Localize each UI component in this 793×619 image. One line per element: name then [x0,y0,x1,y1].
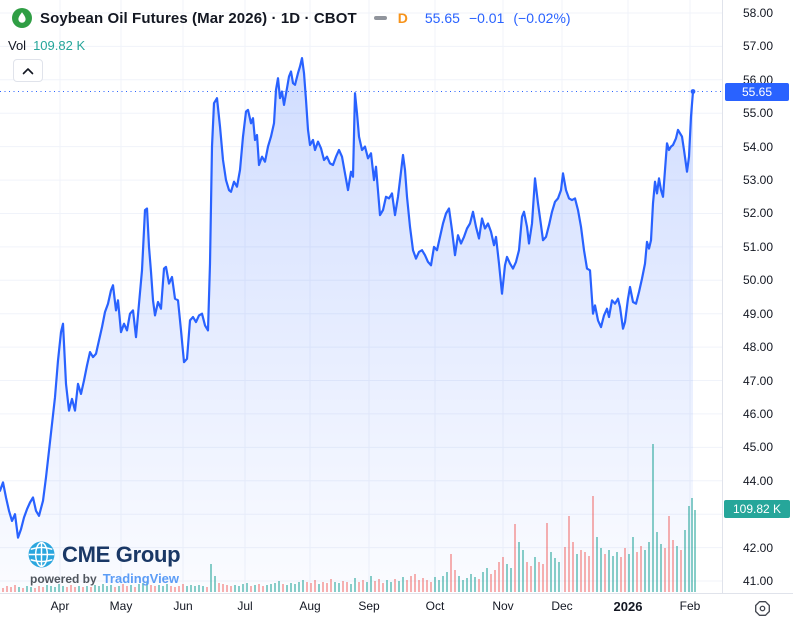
chart-canvas[interactable] [0,0,722,593]
price-axis-tick: 48.00 [742,340,774,355]
chart-status-button[interactable] [753,599,771,617]
time-axis-label: Apr [50,599,70,613]
price-axis-tick: 47.00 [742,373,774,388]
last-price: 55.65 [424,10,460,26]
price-axis-tick: 51.00 [742,239,774,254]
time-axis-label: May [109,599,133,613]
cme-logo[interactable]: CME Group [28,541,181,568]
price-axis-tick: 41.00 [742,574,774,588]
soybean-oil-logo-icon [12,8,32,28]
price-axis-tick: 52.00 [742,206,774,221]
quote-values: 55.65 −0.01 (−0.02%) [425,10,571,26]
price-change: −0.01 [468,10,505,26]
minus-dash-icon [373,16,387,20]
time-axis-label: Jul [237,599,253,613]
collapse-legend-button[interactable] [13,59,43,82]
symbol-title[interactable]: Soybean Oil Futures (Mar 2026) · 1D · CB… [40,9,357,27]
price-axis-tick: 45.00 [742,440,774,455]
time-axis-label: 2026 [613,599,643,614]
chevron-up-icon [22,67,34,74]
price-axis-tick: 55.00 [742,106,774,121]
time-axis[interactable]: Apr May Jun Jul Aug Sep Oct Nov Dec 2026 Feb [0,593,793,619]
powered-by-text: powered by [30,571,97,586]
attribution: CME Group powered by TradingView [28,541,181,586]
price-axis-tick: 50.00 [742,273,774,288]
last-volume-label: 109.82 K [724,500,790,518]
time-axis-label: Feb [679,599,701,613]
price-axis-tick: 54.00 [742,139,774,154]
time-axis-label: Sep [358,599,380,613]
price-axis-tick: 44.00 [742,473,774,488]
octagon-dot-icon [754,600,770,616]
time-axis-label: Jun [173,599,193,613]
time-axis-label: Oct [425,599,445,613]
time-axis-label: Aug [299,599,321,613]
price-axis-tick: 42.00 [742,540,774,555]
price-axis-tick: 57.00 [742,39,774,54]
cme-group-text: CME Group [62,541,181,567]
volume-value: 109.82 K [33,37,86,53]
time-axis-label: Nov [492,599,514,613]
volume-label: Vol [8,37,27,53]
price-change-percent: (−0.02%) [513,10,571,26]
tradingview-link[interactable]: TradingView [102,571,180,586]
globe-icon [28,541,55,568]
price-axis-tick: 49.00 [742,306,774,321]
price-axis-tick: 58.00 [742,6,774,20]
last-price-label: 55.65 [725,82,789,101]
legend: Soybean Oil Futures (Mar 2026) · 1D · CB… [8,7,571,54]
time-axis-label: Dec [551,599,573,613]
price-axis-tick: 53.00 [742,173,774,188]
price-axis-tick: 46.00 [742,406,774,421]
interval-letter: D [397,10,408,26]
